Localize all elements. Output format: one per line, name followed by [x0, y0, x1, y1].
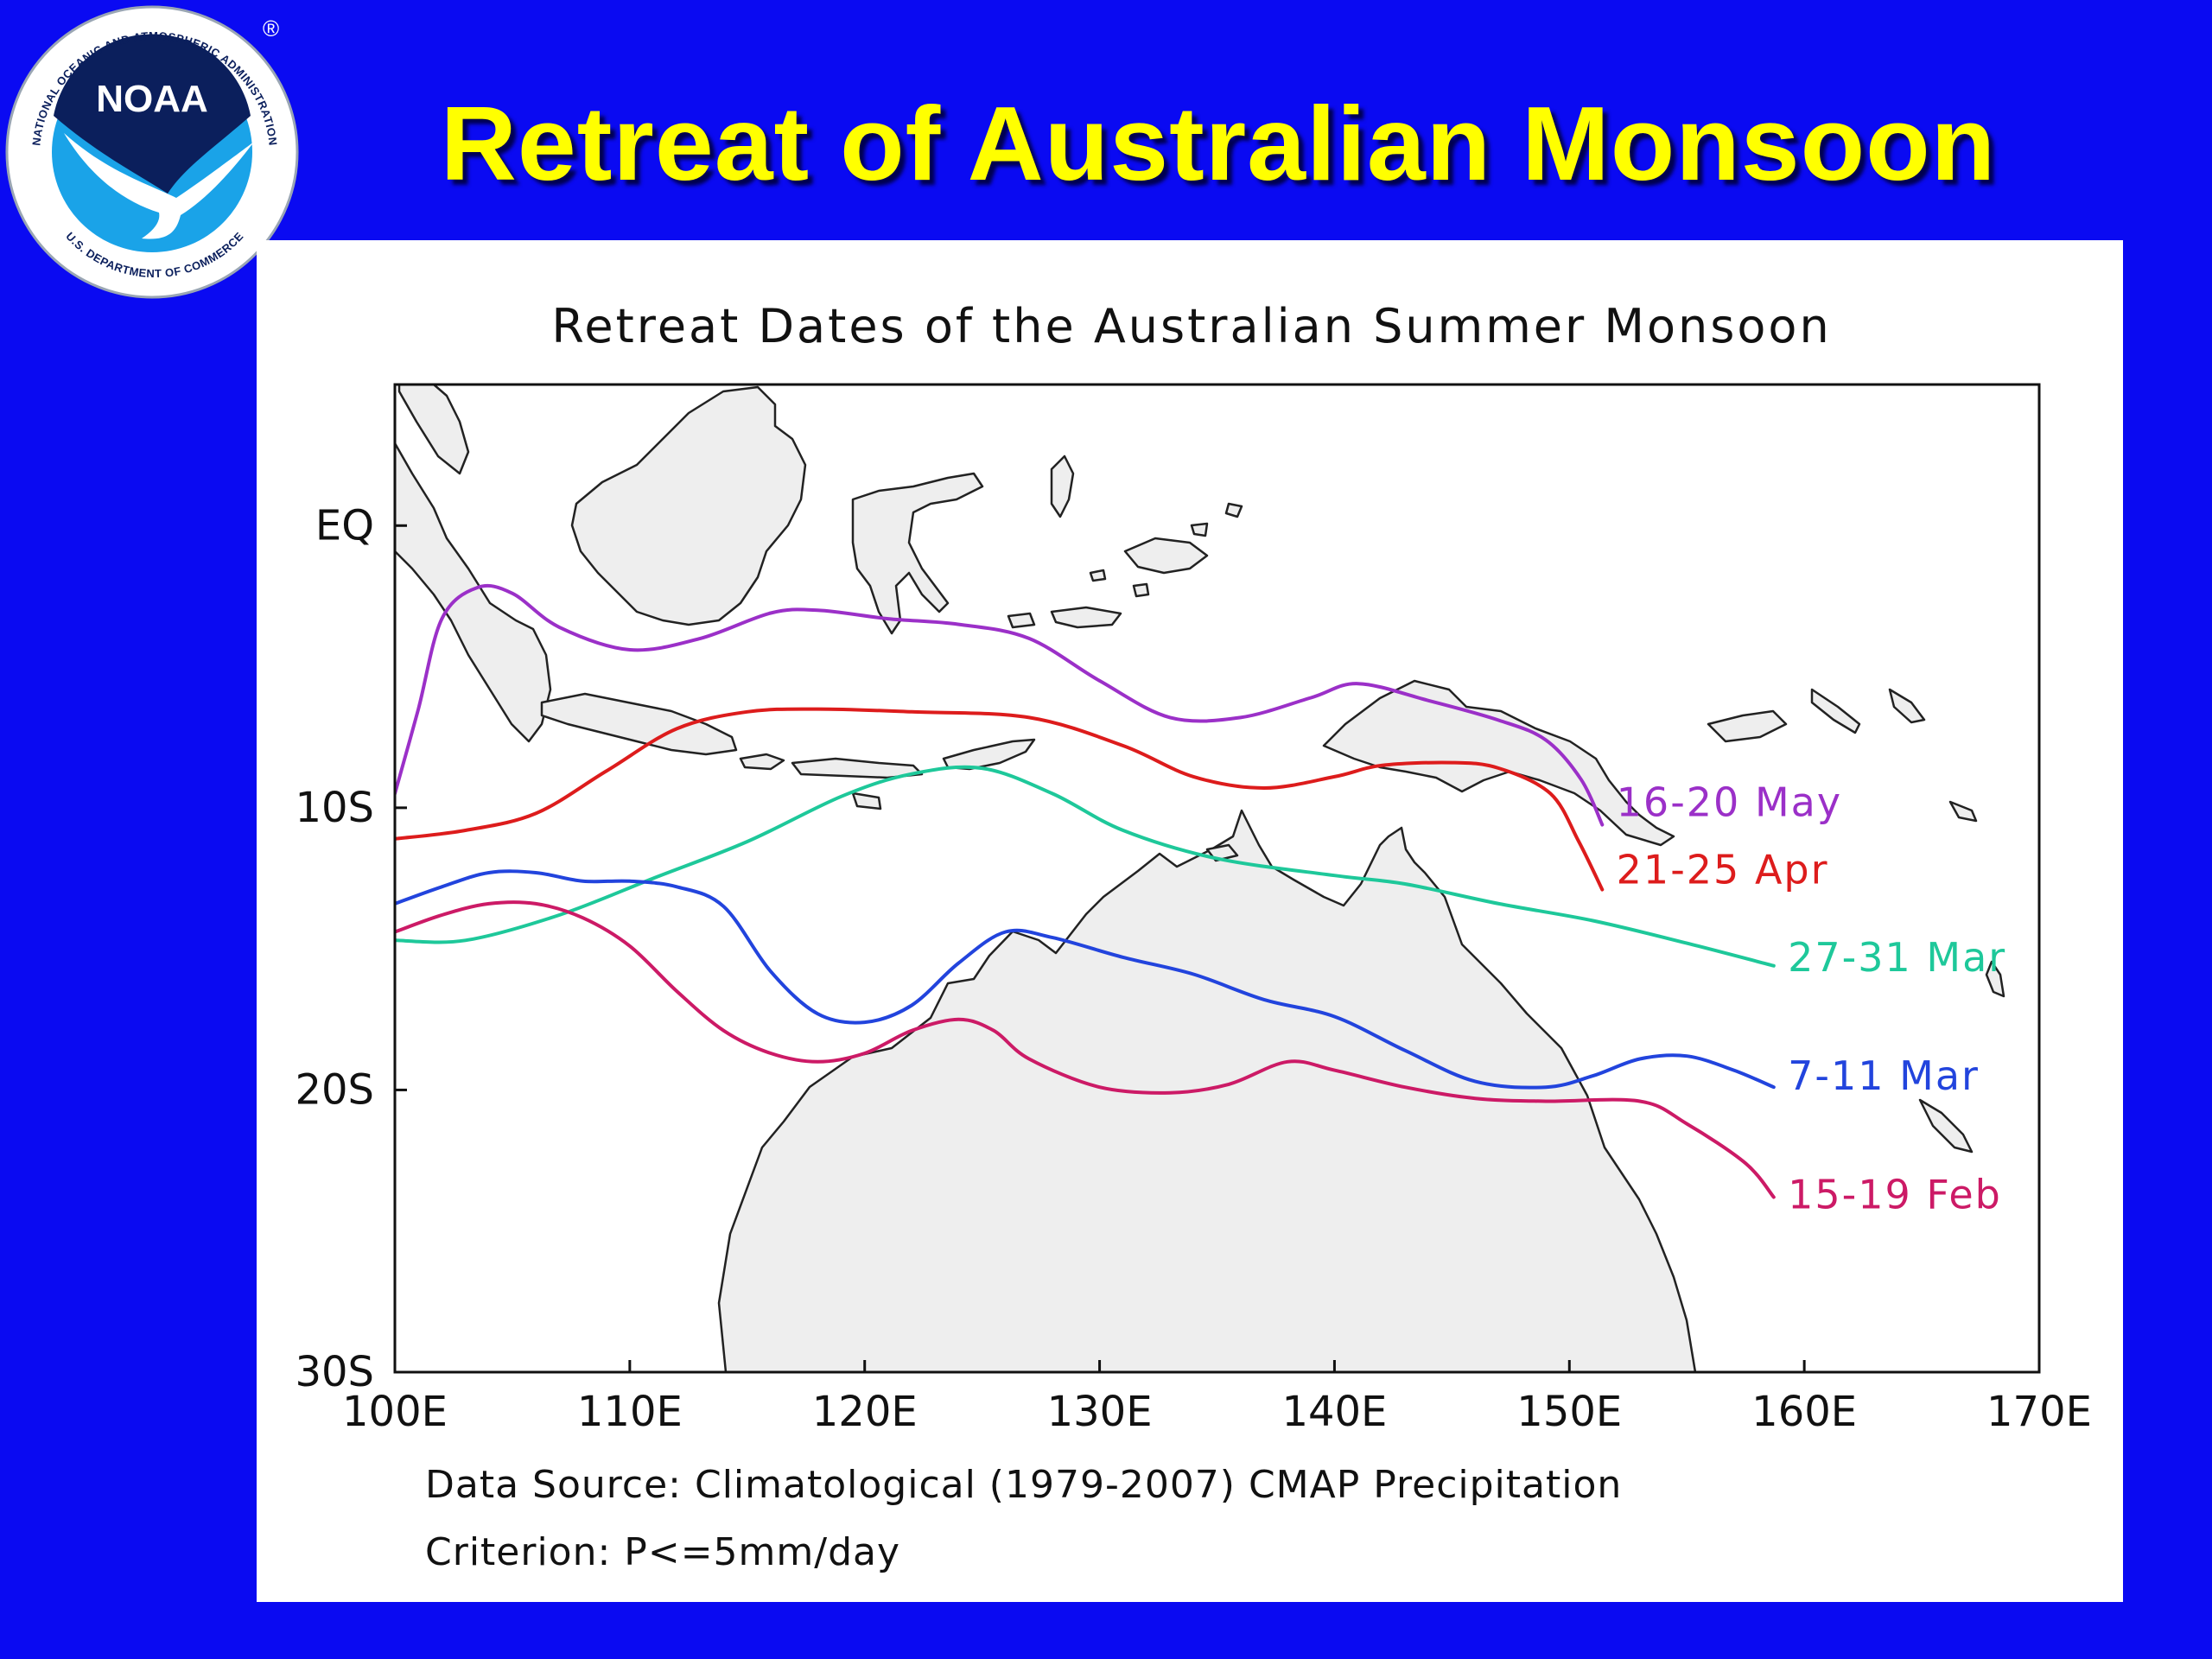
monsoon-retreat-map: Retreat Dates of the Australian Summer M… — [295, 299, 2092, 1574]
series-label-27-31-mar: 27-31 Mar — [1788, 934, 2006, 981]
series-line-15-19-feb — [395, 900, 1776, 1199]
retreat-lines — [395, 583, 1776, 1199]
x-tick-label-0: 100E — [342, 1388, 448, 1436]
landmass-java — [540, 692, 738, 756]
series-line-21-25-apr — [395, 707, 1605, 892]
landmass-australia — [717, 809, 1697, 1372]
y-tick-label-3: 30S — [295, 1348, 374, 1396]
series-line-7-11-mar — [395, 869, 1776, 1090]
landmass-solomon-a — [1888, 688, 1926, 724]
x-tick-label-3: 130E — [1047, 1388, 1153, 1436]
series-label-15-19-feb: 15-19 Feb — [1788, 1171, 2002, 1217]
plot-frame — [393, 383, 2041, 1374]
series-labels: 16-20 May 21-25 Apr 27-31 Mar 7-11 Mar 15-19… — [1617, 779, 2006, 1217]
landmass-borneo — [570, 385, 807, 626]
landmass-new-ireland — [1810, 688, 1861, 734]
x-axis-ticks: 100E 110E 120E 130E 140E 150E 160E 170E — [342, 1360, 2092, 1436]
landmass-small-isle-a — [1089, 569, 1107, 582]
footnote-criterion: Criterion: P<=5mm/day — [425, 1530, 900, 1574]
landmass-seram — [1050, 606, 1122, 629]
landmass-bali-lombok — [739, 753, 785, 771]
series-label-7-11-mar: 7-11 Mar — [1788, 1052, 1980, 1099]
landmass-new-britain — [1707, 709, 1788, 743]
landmass-solomon-b — [1948, 800, 1978, 823]
series-label-16-20-may: 16-20 May — [1617, 779, 1842, 825]
landmass-vanuatu — [1985, 960, 2005, 998]
landmass-new-guinea — [1322, 679, 1675, 847]
series-label-21-25-apr: 21-25 Apr — [1617, 847, 1829, 893]
landmass-small-isle-d — [1132, 582, 1150, 598]
landmass-buru — [1007, 612, 1036, 629]
landmass-small-isle-b — [1190, 522, 1209, 537]
landmass-small-isle-c — [1224, 502, 1243, 518]
y-axis-ticks: EQ 10S 20S 30S — [295, 501, 407, 1396]
landmass-sulawesi — [851, 472, 984, 635]
landmass-sumatra — [395, 442, 552, 743]
logo-dark-center — [54, 34, 251, 194]
y-tick-label-1: 10S — [295, 784, 374, 832]
series-line-16-20-may — [395, 583, 1605, 827]
figure-panel: Retreat Dates of the Australian Summer M… — [257, 240, 2123, 1602]
landmass-malay-peninsula — [397, 385, 470, 475]
slide-title: Retreat of Australian Monsoon — [440, 85, 1997, 202]
landmass-birds-head — [1123, 537, 1209, 575]
noaa-logo: NOAA NATIONAL OCEANIC AND ATMOSPHERIC AD… — [5, 5, 299, 299]
x-tick-label-2: 120E — [812, 1388, 918, 1436]
landmasses — [395, 385, 2005, 1372]
x-tick-label-4: 140E — [1281, 1388, 1387, 1436]
footnote-source: Data Source: Climatological (1979-2007) … — [425, 1463, 1622, 1507]
x-tick-label-1: 110E — [577, 1388, 683, 1436]
series-line-27-31-mar — [395, 765, 1776, 968]
x-tick-label-6: 160E — [1751, 1388, 1857, 1436]
x-tick-label-7: 170E — [1986, 1388, 2092, 1436]
logo-center-text: NOAA — [96, 78, 208, 120]
landmass-sumbawa-flores — [791, 757, 924, 779]
landmass-new-caledonia — [1918, 1098, 1974, 1154]
y-tick-label-2: 20S — [295, 1065, 374, 1114]
x-tick-label-5: 150E — [1516, 1388, 1622, 1436]
figure-title: Retreat Dates of the Australian Summer M… — [551, 299, 1831, 353]
registered-mark: ® — [263, 16, 279, 41]
seagull-icon — [64, 133, 254, 239]
landmass-sumba — [851, 791, 882, 810]
y-tick-label-0: EQ — [315, 501, 374, 550]
landmass-timor — [942, 738, 1036, 771]
landmass-halmahera — [1050, 454, 1075, 518]
